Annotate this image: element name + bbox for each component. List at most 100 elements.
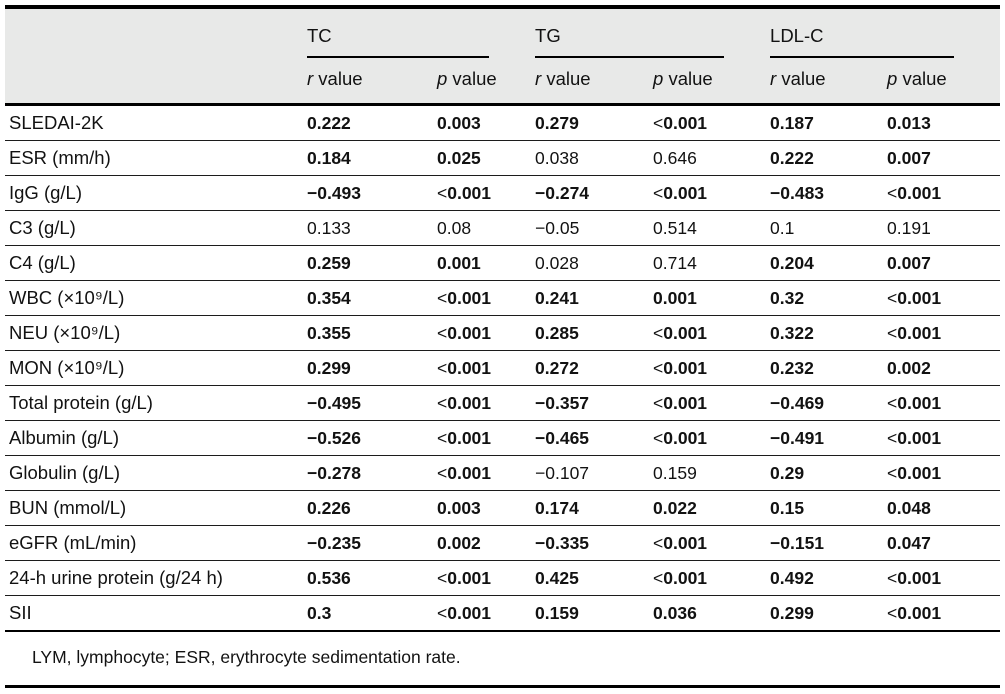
stub-cell (5, 58, 307, 106)
value-cell: <0.001 (437, 175, 536, 211)
row-label: NEU (×10⁹/L) (5, 315, 307, 351)
value-cell: 0.184 (307, 140, 437, 176)
subheader-tg-r: r value (535, 58, 654, 106)
table-row: C3 (g/L) 0.133 0.08 −0.05 0.514 0.1 0.191 (5, 210, 1001, 246)
value-cell: 0.003 (437, 490, 536, 526)
row-label: MON (×10⁹/L) (5, 350, 307, 386)
table-row: MON (×10⁹/L) 0.299 <0.001 0.272 <0.001 0.232 0… (5, 350, 1001, 386)
subheader-tc-p: p value (437, 58, 536, 106)
value-cell: <0.001 (887, 455, 1001, 491)
table-row: Albumin (g/L) −0.526 <0.001 −0.465 <0.001 −0.… (5, 420, 1001, 456)
value-cell: 0.007 (887, 140, 1001, 176)
value-cell: 0.204 (770, 245, 888, 281)
subheader-tg-p: p value (653, 58, 771, 106)
value-cell: 0.191 (887, 210, 1001, 246)
value-cell: 0.259 (307, 245, 437, 281)
row-label: IgG (g/L) (5, 175, 307, 211)
value-cell: 0.013 (887, 113, 931, 133)
group-header-ldlc: LDL-C (770, 7, 1000, 58)
value-cell: <0.001 (653, 315, 771, 351)
value-cell: 0.272 (535, 350, 654, 386)
value-cell: −0.493 (307, 175, 437, 211)
footnote: LYM, lymphocyte; ESR, erythrocyte sedime… (5, 630, 1000, 688)
value-cell: 0.29 (770, 455, 888, 491)
value-cell: 0.425 (535, 560, 654, 596)
table-row: SLEDAI-2K 0.222 0.003 0.279 <0.001 0.187 0.013 (5, 105, 1000, 141)
subheader-ldlc-p: p value (887, 58, 1001, 106)
sub-header-row: r value p value r value p value r value … (5, 58, 1001, 106)
row-label: Albumin (g/L) (5, 420, 307, 456)
correlation-table: TC TG LDL-C r value p value r value p va… (5, 5, 1001, 630)
value-cell: 0.536 (307, 560, 437, 596)
value-cell: −0.05 (535, 210, 654, 246)
value-cell: 0.007 (887, 245, 1001, 281)
value-cell: <0.001 (437, 420, 536, 456)
value-cell: <0.001 (887, 560, 1001, 596)
table-body: SLEDAI-2K 0.222 0.003 0.279 <0.001 0.187 0.013… (5, 105, 1001, 630)
value-cell: <0.001 (437, 385, 536, 421)
value-cell: 0.187 (770, 113, 814, 133)
table-row: eGFR (mL/min) −0.235 0.002 −0.335 <0.001 −0.1… (5, 525, 1001, 561)
value-cell: <0.001 (437, 560, 536, 596)
value-cell: <0.001 (437, 280, 536, 316)
value-cell: <0.001 (437, 595, 536, 630)
value-cell: −0.335 (535, 525, 654, 561)
value-cell: 0.001 (653, 280, 771, 316)
row-label: Total protein (g/L) (5, 385, 307, 421)
value-cell: 0.354 (307, 280, 437, 316)
value-cell: 0.285 (535, 315, 654, 351)
table-row: Globulin (g/L) −0.278 <0.001 −0.107 0.159 0.2… (5, 455, 1001, 491)
value-cell: 0.32 (770, 280, 888, 316)
row-label: C3 (g/L) (5, 210, 307, 246)
row-label: WBC (×10⁹/L) (5, 280, 307, 316)
value-cell: 0.159 (535, 595, 654, 630)
value-cell: −0.357 (535, 385, 654, 421)
value-cell: <0.001 (887, 595, 1001, 630)
table-row: Total protein (g/L) −0.495 <0.001 −0.357 <0.… (5, 385, 1001, 421)
table-row: WBC (×10⁹/L) 0.354 <0.001 0.241 0.001 0.32 <0.… (5, 280, 1001, 316)
row-label: ESR (mm/h) (5, 140, 307, 176)
value-cell: 0.022 (653, 490, 771, 526)
value-cell: 0.222 (770, 140, 888, 176)
group-label-ldlc: LDL-C (770, 25, 824, 46)
value-cell: 0.232 (770, 350, 888, 386)
row-label: eGFR (mL/min) (5, 525, 307, 561)
value-cell: 0.08 (437, 210, 536, 246)
value-cell: 0.714 (653, 245, 771, 281)
table-row: BUN (mmol/L) 0.226 0.003 0.174 0.022 0.15 0.04… (5, 490, 1001, 526)
value-cell: 0.241 (535, 280, 654, 316)
value-cell: <0.001 (653, 385, 771, 421)
value-cell: 0.1 (770, 210, 888, 246)
value-cell: 0.133 (307, 210, 437, 246)
row-label: BUN (mmol/L) (5, 490, 307, 526)
value-cell: 0.279 (535, 113, 579, 133)
value-cell: −0.465 (535, 420, 654, 456)
value-cell: 0.048 (887, 490, 1001, 526)
value-cell: −0.526 (307, 420, 437, 456)
value-cell: <0.001 (653, 525, 771, 561)
value-cell: 0.355 (307, 315, 437, 351)
value-cell: <0.001 (887, 385, 1001, 421)
subheader-tc-r: r value (307, 58, 437, 106)
value-cell: 0.299 (770, 595, 888, 630)
value-cell: <0.001 (437, 315, 536, 351)
value-cell: 0.159 (653, 455, 771, 491)
value-cell: 0.514 (653, 210, 771, 246)
value-cell: 0.3 (307, 595, 437, 630)
stub-cell (5, 7, 307, 58)
value-cell: −0.235 (307, 525, 437, 561)
value-cell: 0.226 (307, 490, 437, 526)
value-cell: <0.001 (887, 280, 1001, 316)
subheader-ldlc-r: r value (770, 58, 888, 106)
value-cell: <0.001 (653, 560, 771, 596)
footnote-text: LYM, lymphocyte; ESR, erythrocyte sedime… (32, 647, 461, 667)
table-row: ESR (mm/h) 0.184 0.025 0.038 0.646 0.222 0.007 (5, 140, 1001, 176)
group-header-row: TC TG LDL-C (5, 7, 1000, 58)
value-cell: <0.001 (653, 175, 771, 211)
value-cell: 0.047 (887, 525, 1001, 561)
value-cell: <0.001 (887, 175, 1001, 211)
table-row: C4 (g/L) 0.259 0.001 0.028 0.714 0.204 0.007 (5, 245, 1001, 281)
value-cell: <0.001 (887, 420, 1001, 456)
row-label: Globulin (g/L) (5, 455, 307, 491)
